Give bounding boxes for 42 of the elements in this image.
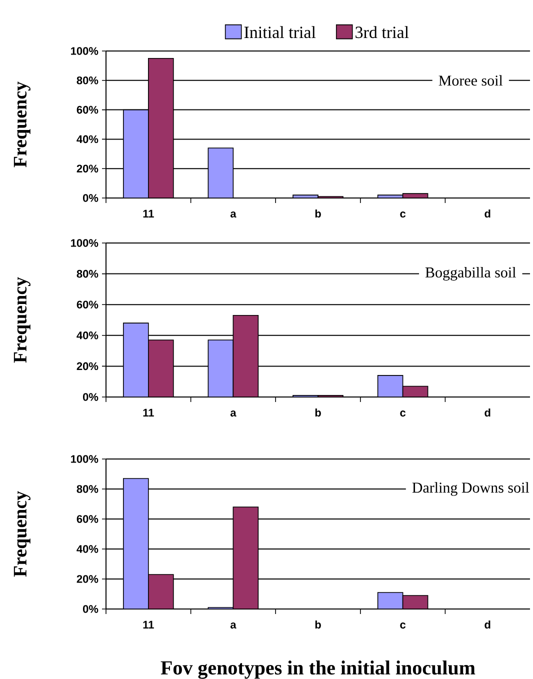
x-tick-label: a — [230, 212, 236, 218]
x-tick-label: 11 — [143, 210, 154, 218]
x-tick-label: b — [315, 209, 321, 218]
annotation: Moree soil — [438, 75, 503, 86]
x-tick-label: a — [230, 410, 236, 417]
y-tick-label: 20% — [76, 164, 98, 172]
y-axis-title: Frequency — [14, 491, 30, 577]
legend-label: Initial trial — [244, 26, 316, 38]
y-tick-label: 40% — [76, 332, 98, 340]
y-tick-label: 40% — [76, 135, 98, 144]
annotation: Darling Downs soil — [412, 482, 530, 496]
y-tick-label: 60% — [76, 106, 98, 114]
y-axis-title: Frequency — [14, 277, 30, 363]
y-axis-title: Frequency — [14, 82, 30, 168]
y-tick-label: 80% — [76, 76, 98, 84]
y-tick-label: 0% — [83, 605, 98, 613]
y-tick-label: 100% — [71, 239, 98, 247]
y-tick-label: 80% — [76, 270, 98, 278]
y-tick-label: 100% — [71, 47, 98, 55]
y-tick-label: 100% — [71, 455, 98, 463]
x-tick-label: 11 — [143, 620, 154, 628]
y-tick-label: 40% — [76, 545, 98, 553]
x-tick-label: 11 — [143, 408, 154, 416]
y-tick-label: 60% — [76, 515, 98, 523]
y-tick-label: 80% — [76, 485, 98, 493]
y-tick-label: 0% — [83, 393, 98, 401]
x-tick-label: c — [400, 410, 406, 417]
annotation: Boggabilla soil — [425, 266, 516, 281]
y-tick-label: 20% — [76, 575, 98, 583]
legend-label: 3rd trial — [356, 26, 409, 38]
x-tick-label: b — [315, 620, 321, 629]
x-tick-label: d — [484, 408, 490, 417]
y-tick-label: 20% — [76, 362, 98, 370]
y-tick-label: 0% — [83, 194, 98, 202]
x-tick-label: d — [484, 209, 490, 218]
x-tick-label: a — [230, 622, 236, 629]
x-axis-title: Fov genotypes in the initial inoculum — [160, 660, 476, 679]
x-tick-label: c — [400, 212, 406, 218]
y-tick-label: 60% — [76, 300, 98, 308]
x-tick-label: d — [484, 620, 490, 629]
x-tick-label: c — [400, 622, 406, 629]
x-tick-label: b — [315, 408, 321, 417]
